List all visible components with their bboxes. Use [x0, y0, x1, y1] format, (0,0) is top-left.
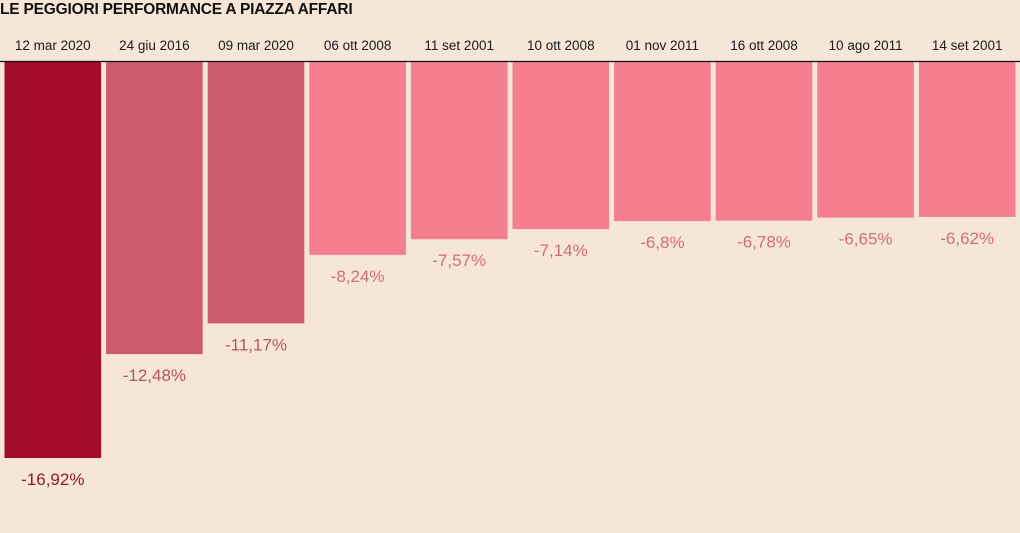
value-label-8: -6,65%: [839, 230, 893, 249]
bar-1: [106, 62, 203, 355]
category-label-6: 01 nov 2011: [626, 38, 699, 53]
bar-5: [512, 62, 610, 230]
value-label-6: -6,8%: [640, 233, 684, 252]
bar-3: [309, 62, 406, 255]
category-label-9: 14 set 2001: [932, 38, 1003, 53]
bar-8: [817, 62, 914, 218]
value-label-0: -16,92%: [21, 470, 84, 489]
category-label-1: 24 giu 2016: [119, 38, 190, 53]
category-label-5: 10 ott 2008: [527, 38, 595, 53]
value-label-3: -8,24%: [331, 267, 385, 286]
bar-7: [715, 62, 813, 221]
category-label-2: 09 mar 2020: [218, 38, 294, 53]
category-label-0: 12 mar 2020: [15, 38, 91, 53]
bar-2: [207, 62, 305, 324]
bar-4: [410, 62, 508, 240]
chart-title: LE PEGGIORI PERFORMANCE A PIAZZA AFFARI: [0, 1, 353, 18]
value-label-1: -12,48%: [123, 366, 186, 385]
bar-9: [918, 62, 1016, 217]
category-label-7: 16 ott 2008: [730, 38, 798, 53]
category-label-3: 06 ott 2008: [324, 38, 392, 53]
value-label-2: -11,17%: [225, 335, 287, 354]
bar-6: [614, 62, 711, 222]
value-label-4: -7,57%: [432, 251, 486, 270]
value-label-9: -6,62%: [940, 229, 994, 248]
category-label-4: 11 set 2001: [424, 38, 494, 53]
category-label-8: 10 ago 2011: [829, 38, 903, 53]
value-label-7: -6,78%: [737, 233, 791, 252]
value-label-5: -7,14%: [534, 241, 588, 260]
bar-0: [4, 62, 102, 458]
